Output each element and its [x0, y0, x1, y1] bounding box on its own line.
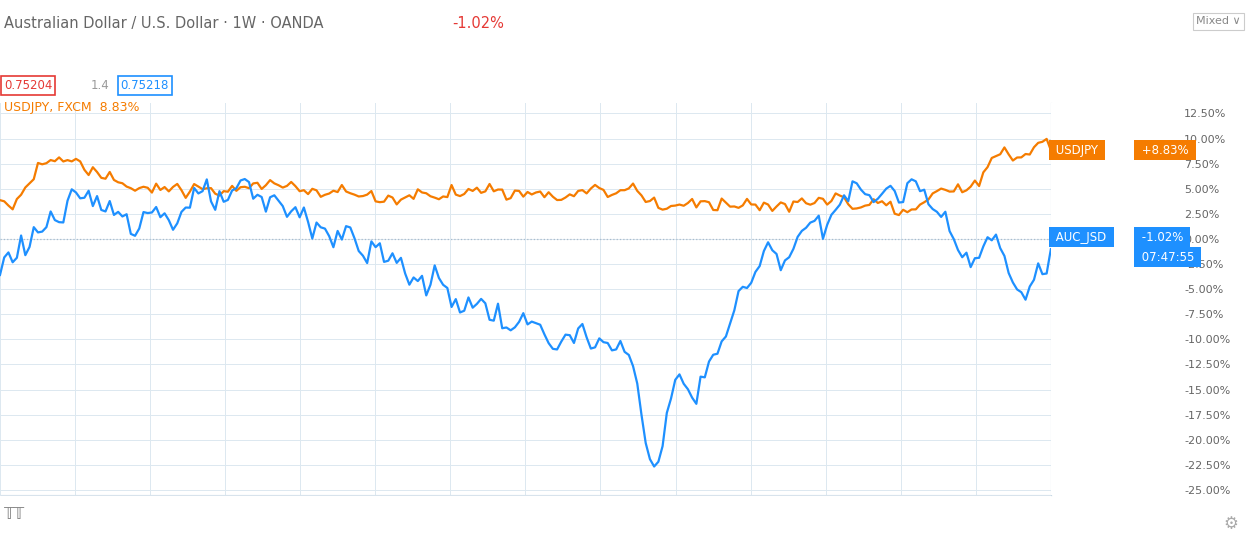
Text: USDJPY, FXCM  8.83%: USDJPY, FXCM 8.83% — [4, 101, 140, 114]
Text: Mixed ∨: Mixed ∨ — [1195, 16, 1241, 26]
Text: Australian Dollar / U.S. Dollar · 1W · OANDA: Australian Dollar / U.S. Dollar · 1W · O… — [4, 16, 323, 32]
Text: USDJPY: USDJPY — [1052, 144, 1102, 157]
Text: 0.75218: 0.75218 — [121, 79, 168, 92]
Text: 𝕋𝕋: 𝕋𝕋 — [4, 507, 25, 522]
Text: 0.75204: 0.75204 — [4, 79, 52, 92]
Text: 07:47:55: 07:47:55 — [1138, 251, 1198, 264]
Text: AUC_JSD: AUC_JSD — [1052, 231, 1110, 244]
Text: ⚙: ⚙ — [1223, 515, 1238, 533]
Text: 1.4: 1.4 — [91, 79, 109, 92]
Text: -1.02%: -1.02% — [453, 16, 504, 32]
Text: -1.02%: -1.02% — [1138, 231, 1187, 244]
Text: +8.83%: +8.83% — [1138, 144, 1192, 157]
